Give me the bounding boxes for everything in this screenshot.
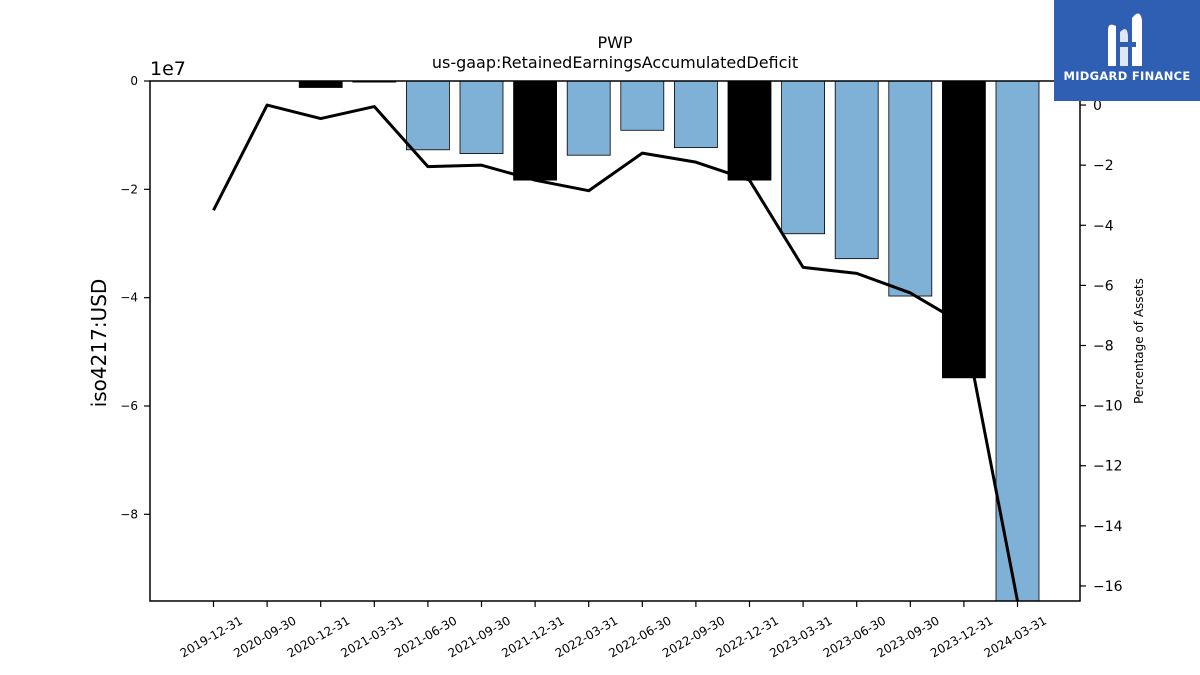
y2-tick-label: −4 [1093,218,1114,234]
y-axis-label: iso4217:USD [87,279,111,408]
y2-tick-label: −14 [1093,519,1123,535]
y2-axis-label: Percentage of Assets [1132,278,1146,404]
y-tick-label: −4 [120,291,138,305]
bar [513,80,557,181]
logo-mark-icon [1108,13,1142,67]
y-tick-label: 0 [130,74,138,88]
chart-subtitle: us-gaap:RetainedEarningsAccumulatedDefic… [432,53,798,72]
bar [298,80,343,88]
bar [942,80,986,379]
logo: MIDGARD FINANCE [1054,0,1200,101]
bar [405,80,450,151]
bar [834,80,879,260]
chart-title: PWP [597,33,632,52]
y-tick-label: −2 [120,182,138,196]
y2-tick-label: −12 [1093,459,1123,475]
plot-frame [149,80,1081,602]
y2-tick-label: −6 [1093,278,1114,294]
y2-tick-label: −8 [1093,339,1114,355]
y-tick-label: −8 [120,507,138,521]
bar [995,80,1040,602]
y2-tick-label: −10 [1093,399,1123,415]
logo-text: MIDGARD FINANCE [1063,69,1191,83]
y-tick-label: −6 [120,399,138,413]
y2-tick-label: −16 [1093,579,1123,595]
y2-tick-label: −2 [1093,158,1114,174]
bar [674,80,718,149]
bar [459,80,504,154]
series-line [212,103,1019,602]
bar [727,80,772,181]
y-offset-text: 1e7 [150,58,186,80]
bar [620,80,665,131]
bar [566,80,611,156]
y2-tick-label: 0 [1093,98,1102,114]
bar [888,80,933,297]
bar [781,80,825,235]
plot-area [212,80,1040,602]
